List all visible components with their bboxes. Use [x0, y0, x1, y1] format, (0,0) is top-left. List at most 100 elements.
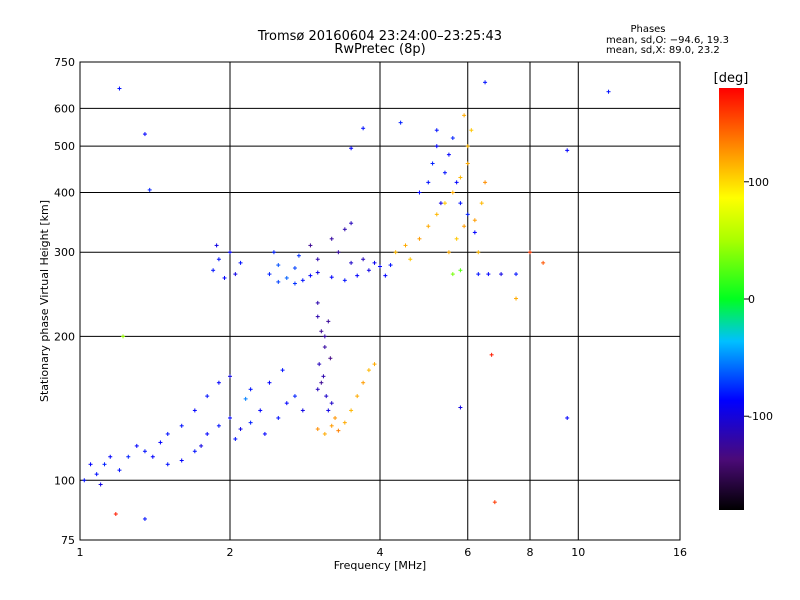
x-tick-label: 2 — [227, 546, 234, 559]
data-point — [398, 120, 403, 125]
data-point — [280, 368, 285, 373]
data-point — [329, 236, 334, 241]
data-point — [292, 266, 297, 271]
data-point — [300, 408, 305, 413]
data-point — [355, 394, 360, 399]
data-point — [450, 136, 455, 141]
data-point — [192, 408, 197, 413]
colorbar-label: [deg] — [714, 71, 749, 86]
y-tick-label: 100 — [54, 474, 75, 487]
data-point — [355, 273, 360, 278]
data-point — [349, 146, 354, 151]
data-point — [326, 408, 331, 413]
x-tick-label: 6 — [464, 546, 471, 559]
data-point — [248, 387, 253, 392]
data-point — [296, 253, 301, 258]
data-point — [147, 187, 152, 192]
data-point — [142, 132, 147, 137]
data-point — [317, 362, 322, 367]
data-point — [565, 148, 570, 153]
data-point — [434, 144, 439, 149]
x-axis-ticks: 1 2 4 6 8 10 16 — [77, 546, 688, 559]
data-point — [165, 462, 170, 467]
data-point — [319, 329, 324, 334]
data-point — [142, 449, 147, 454]
data-point — [442, 170, 447, 175]
data-point — [88, 462, 93, 467]
data-point — [342, 227, 347, 232]
data-point — [238, 427, 243, 432]
data-point — [483, 180, 488, 185]
data-point — [476, 272, 481, 277]
data-point — [329, 423, 334, 428]
data-point — [117, 468, 122, 473]
data-point — [284, 275, 289, 280]
data-point — [228, 415, 232, 420]
colorbar-tick-label: 100 — [748, 176, 769, 189]
y-tick-label: 500 — [54, 140, 75, 153]
stats-x-mode: mean, sd,X: 89.0, 23.2 — [606, 45, 720, 56]
y-tick-label: 75 — [61, 534, 75, 547]
data-point — [322, 431, 327, 436]
data-point — [142, 516, 147, 521]
data-point — [472, 218, 477, 223]
data-point — [434, 212, 439, 217]
x-tick-label: 8 — [527, 546, 534, 559]
data-point — [342, 420, 347, 425]
data-point — [267, 272, 272, 277]
data-point — [483, 80, 488, 85]
data-point — [408, 257, 413, 262]
data-point — [426, 180, 431, 185]
data-point — [315, 257, 320, 262]
data-point — [403, 243, 408, 248]
plot-grid — [80, 62, 680, 540]
data-point — [342, 278, 347, 283]
data-point — [442, 201, 447, 206]
data-point — [179, 423, 184, 428]
data-point — [82, 478, 87, 483]
data-point — [233, 272, 238, 277]
data-point — [284, 401, 289, 406]
data-point — [121, 334, 126, 339]
data-point — [292, 281, 297, 286]
data-point — [336, 250, 341, 255]
data-point — [514, 296, 519, 301]
data-point — [469, 128, 474, 133]
data-point — [446, 152, 451, 157]
data-point — [117, 86, 122, 91]
plot-frame — [79, 61, 681, 541]
data-point — [378, 264, 382, 269]
data-point — [205, 394, 210, 399]
y-tick-label: 300 — [54, 246, 75, 259]
data-point — [300, 278, 305, 283]
data-point — [361, 126, 366, 131]
data-point — [322, 334, 327, 339]
data-point — [134, 443, 139, 448]
data-point — [324, 394, 329, 399]
stats-heading: Phases — [630, 24, 665, 35]
data-point — [349, 260, 354, 265]
colorbar — [719, 88, 744, 510]
data-point — [262, 431, 267, 436]
data-point — [315, 300, 320, 305]
data-point — [165, 431, 170, 436]
colorbar-ticks: 100 0 -100 — [744, 176, 773, 423]
data-point — [248, 420, 253, 425]
data-point — [430, 161, 435, 166]
data-point — [98, 482, 103, 487]
data-point — [329, 275, 334, 280]
stats-o-mode: mean, sd,O: −94.6, 19.3 — [606, 35, 729, 46]
data-point — [292, 394, 297, 399]
data-point — [349, 408, 354, 413]
data-point — [417, 236, 422, 241]
x-tick-label: 10 — [571, 546, 585, 559]
data-points — [82, 80, 611, 521]
data-point — [308, 243, 313, 248]
data-point — [388, 263, 393, 268]
data-point — [322, 345, 327, 350]
data-point — [426, 224, 431, 229]
data-point — [211, 268, 216, 273]
data-point — [476, 250, 481, 255]
data-point — [102, 462, 107, 467]
data-point — [528, 250, 532, 255]
